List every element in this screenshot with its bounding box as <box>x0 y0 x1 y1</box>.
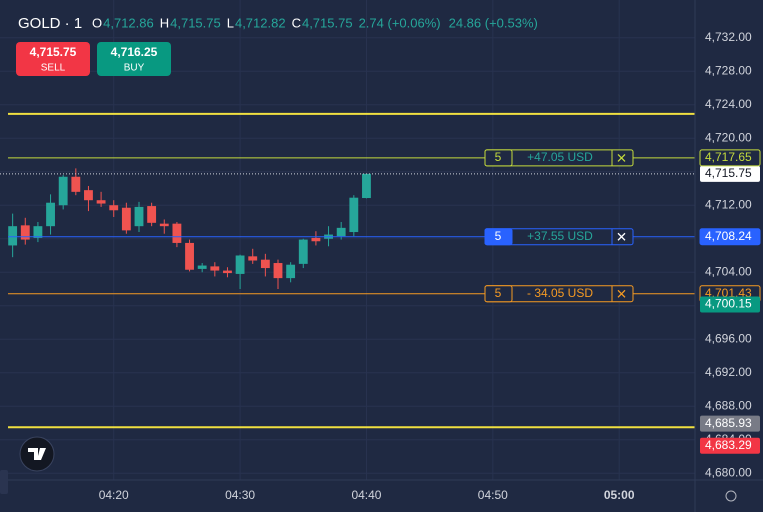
order-axis-tag <box>699 149 761 167</box>
y-tick-label: 4,692.00 <box>705 365 752 379</box>
order-pnl[interactable]: +37.55 USD <box>527 229 593 243</box>
ohlc-key: L <box>227 15 234 30</box>
x-tick-label: 04:20 <box>99 488 129 502</box>
candle-body <box>235 255 245 274</box>
candle-body <box>33 226 43 238</box>
y-tick-label: 4,732.00 <box>705 30 752 44</box>
candle-body <box>260 259 270 269</box>
order-close[interactable] <box>617 153 626 162</box>
candle-body <box>286 264 296 279</box>
candle-body <box>185 242 194 270</box>
candle-body <box>58 176 68 206</box>
y-tick-label: 4,712.00 <box>705 197 752 211</box>
ohlc-key: H <box>160 15 169 30</box>
y-tick-label: 4,696.00 <box>705 331 752 345</box>
candle-body <box>210 266 220 271</box>
ohlc-value: 4,712.86 <box>103 15 154 30</box>
candle-body <box>71 176 81 192</box>
candle-body <box>20 225 30 240</box>
axis-price-label: 4,685.93 <box>705 416 752 430</box>
ohlc-value: 4,712.82 <box>235 15 286 30</box>
x-tick-label: 04:50 <box>478 488 508 502</box>
order-axis-label: 4,701.43 <box>705 286 752 300</box>
order-axis-label: 4,717.65 <box>705 150 752 164</box>
axis-price-tag <box>700 415 760 432</box>
change-2: 24.86 (+0.53%) <box>449 15 538 30</box>
candle-body <box>172 223 182 243</box>
axis-price-label: 4,683.29 <box>705 438 752 452</box>
y-tick-label: 4,704.00 <box>705 264 752 278</box>
order-qty-box[interactable] <box>484 285 513 303</box>
candle-body <box>159 223 169 227</box>
sell-label[interactable]: SELL <box>41 63 66 74</box>
ohlc-key: O <box>92 15 102 30</box>
y-tick-label: 4,688.00 <box>705 398 752 412</box>
symbol: GOLD · 1 <box>18 15 82 32</box>
axis-price-tag <box>700 296 760 313</box>
order-qty[interactable]: 5 <box>495 229 502 243</box>
ohlc-value: 4,715.75 <box>302 15 353 30</box>
order-axis-label: 4,708.24 <box>705 229 752 243</box>
order-pnl[interactable]: - 34.05 USD <box>527 286 593 300</box>
x-tick-label: 05:00 <box>604 488 635 502</box>
candle-body <box>197 265 207 269</box>
candle-body <box>147 206 157 223</box>
order-close[interactable] <box>617 232 626 241</box>
order-qty[interactable]: 5 <box>495 286 502 300</box>
change: 2.74 (+0.06%) <box>359 15 441 30</box>
ohlc-key: C <box>292 15 301 30</box>
axis-price-label: 4,700.15 <box>705 297 752 311</box>
candle-body <box>46 202 55 227</box>
order-axis-tag <box>699 228 761 246</box>
candle-body <box>273 263 283 279</box>
candle-body <box>96 200 106 204</box>
collapse-tab[interactable] <box>0 470 8 494</box>
buy-price[interactable]: 4,716.25 <box>111 45 158 59</box>
buy-button[interactable] <box>97 42 171 76</box>
candle-body <box>349 197 359 233</box>
order-qty[interactable]: 5 <box>495 150 502 164</box>
ohlc-value: 4,715.75 <box>170 15 221 30</box>
candle-body <box>336 227 346 237</box>
axis-price-tag <box>700 437 760 454</box>
order-close[interactable] <box>617 289 626 298</box>
candle-body <box>8 226 18 246</box>
candle-body <box>134 206 144 227</box>
y-tick-label: 4,728.00 <box>705 63 752 77</box>
candle-body <box>84 190 93 201</box>
order-qty-box[interactable] <box>484 149 513 167</box>
header: GOLD · 1 O 4,712.86 H 4,715.75 L 4,712.82 C 4,7… <box>18 15 538 32</box>
order-pnl[interactable]: +47.05 USD <box>527 150 593 164</box>
candle-body <box>362 173 371 199</box>
candle-body <box>298 239 308 264</box>
sell-button[interactable] <box>16 42 90 76</box>
y-tick-label: 4,720.00 <box>705 130 752 144</box>
settings-icon[interactable] <box>725 490 737 502</box>
sell-price[interactable]: 4,715.75 <box>30 45 77 59</box>
candle-body <box>311 237 321 242</box>
candle-body <box>223 270 232 274</box>
candle-body <box>109 205 119 211</box>
logo-mark <box>28 448 46 460</box>
x-tick-label: 04:40 <box>351 488 381 502</box>
candle-body <box>121 207 131 231</box>
y-tick-label: 4,680.00 <box>705 465 752 479</box>
buy-label[interactable]: BUY <box>124 63 145 74</box>
candle-body <box>248 256 258 261</box>
last-price-label: 4,715.75 <box>705 166 752 180</box>
order-qty-box[interactable] <box>484 228 513 246</box>
last-price-tag <box>700 165 760 182</box>
y-tick-label: 4,724.00 <box>705 97 752 111</box>
x-tick-label: 04:30 <box>225 488 255 502</box>
